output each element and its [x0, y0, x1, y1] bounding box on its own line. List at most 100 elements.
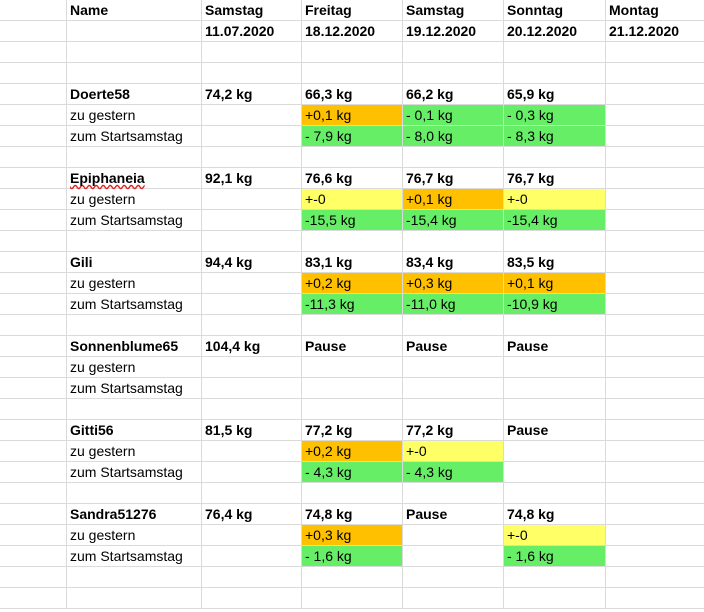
cell[interactable]: [202, 231, 302, 251]
change-start-value[interactable]: [606, 210, 704, 230]
cell[interactable]: [0, 84, 67, 104]
start-weight[interactable]: 92,1 kg: [202, 168, 302, 188]
change-yesterday-value[interactable]: [606, 189, 704, 209]
cell[interactable]: [202, 273, 302, 293]
cell[interactable]: [403, 567, 504, 587]
cell[interactable]: [302, 147, 403, 167]
row-label-yesterday[interactable]: zu gestern: [67, 525, 202, 545]
weight-value[interactable]: 66,2 kg: [403, 84, 504, 104]
cell[interactable]: [0, 420, 67, 440]
change-start-value[interactable]: -15,4 kg: [504, 210, 606, 230]
start-weight[interactable]: 104,4 kg: [202, 336, 302, 356]
cell[interactable]: [67, 231, 202, 251]
change-yesterday-value[interactable]: - 0,3 kg: [504, 105, 606, 125]
row-label-start[interactable]: zum Startsamstag: [67, 378, 202, 398]
weight-value[interactable]: Pause: [403, 336, 504, 356]
change-yesterday-value[interactable]: +0,3 kg: [403, 273, 504, 293]
cell[interactable]: [67, 483, 202, 503]
column-header-day[interactable]: Sonntag: [504, 0, 606, 20]
cell[interactable]: [403, 588, 504, 608]
cell[interactable]: [202, 588, 302, 608]
cell[interactable]: [0, 0, 67, 20]
cell[interactable]: [0, 63, 67, 83]
cell[interactable]: [67, 588, 202, 608]
cell[interactable]: [0, 588, 67, 608]
change-yesterday-value[interactable]: +-0: [504, 525, 606, 545]
cell[interactable]: [202, 105, 302, 125]
cell[interactable]: [0, 504, 67, 524]
row-label-start[interactable]: zum Startsamstag: [67, 126, 202, 146]
cell[interactable]: [202, 189, 302, 209]
column-header-date[interactable]: 21.12.2020: [609, 23, 680, 39]
cell[interactable]: [202, 462, 302, 482]
cell[interactable]: [202, 147, 302, 167]
column-header-date[interactable]: 18.12.2020: [302, 21, 403, 41]
cell[interactable]: [202, 483, 302, 503]
cell[interactable]: [202, 294, 302, 314]
change-start-value[interactable]: - 1,6 kg: [504, 546, 606, 566]
weight-value[interactable]: [606, 504, 704, 524]
row-label-start[interactable]: zum Startsamstag: [67, 210, 202, 230]
cell[interactable]: [606, 147, 704, 167]
cell[interactable]: [0, 168, 67, 188]
weight-value[interactable]: 74,8 kg: [302, 504, 403, 524]
cell[interactable]: [504, 63, 606, 83]
column-header-day[interactable]: Freitag: [302, 0, 403, 20]
column-header-name[interactable]: Name: [67, 0, 202, 20]
column-header-date[interactable]: 20.12.2020: [504, 21, 606, 41]
cell[interactable]: [0, 210, 67, 230]
cell[interactable]: [606, 567, 704, 587]
cell[interactable]: [0, 189, 67, 209]
cell[interactable]: [504, 483, 606, 503]
cell[interactable]: [606, 42, 704, 62]
cell[interactable]: [0, 231, 67, 251]
column-header-day[interactable]: Samstag: [202, 0, 302, 20]
weight-value[interactable]: 76,7 kg: [403, 168, 504, 188]
change-yesterday-value[interactable]: +0,1 kg: [302, 105, 403, 125]
change-start-value[interactable]: -11,0 kg: [403, 294, 504, 314]
cell[interactable]: [0, 357, 67, 377]
change-start-value[interactable]: - 1,6 kg: [302, 546, 403, 566]
change-start-value[interactable]: - 7,9 kg: [302, 126, 403, 146]
change-yesterday-value[interactable]: - 0,1 kg: [403, 105, 504, 125]
cell[interactable]: [0, 294, 67, 314]
cell[interactable]: [606, 399, 704, 419]
participant-name[interactable]: Gitti56: [67, 420, 202, 440]
cell[interactable]: [0, 42, 67, 62]
cell[interactable]: [504, 42, 606, 62]
start-weight[interactable]: 74,2 kg: [202, 84, 302, 104]
cell[interactable]: [504, 315, 606, 335]
cell[interactable]: [403, 147, 504, 167]
cell[interactable]: [202, 441, 302, 461]
change-start-value[interactable]: [606, 462, 704, 482]
cell[interactable]: [403, 483, 504, 503]
cell[interactable]: [606, 231, 704, 251]
change-yesterday-value[interactable]: +-0: [504, 189, 606, 209]
weight-value[interactable]: 77,2 kg: [403, 420, 504, 440]
change-start-value[interactable]: - 8,0 kg: [403, 126, 504, 146]
change-yesterday-value[interactable]: +-0: [403, 441, 504, 461]
weight-value[interactable]: [606, 336, 704, 356]
participant-name[interactable]: Sonnenblume65: [67, 336, 202, 356]
weight-value[interactable]: Pause: [504, 420, 606, 440]
cell[interactable]: [67, 63, 202, 83]
row-label-start[interactable]: zum Startsamstag: [67, 294, 202, 314]
cell[interactable]: [403, 315, 504, 335]
cell[interactable]: [67, 567, 202, 587]
participant-name[interactable]: Sandra51276: [67, 504, 202, 524]
change-yesterday-value[interactable]: [606, 357, 704, 377]
row-label-yesterday[interactable]: zu gestern: [67, 105, 202, 125]
row-label-yesterday[interactable]: zu gestern: [67, 273, 202, 293]
weight-value[interactable]: 76,6 kg: [302, 168, 403, 188]
cell[interactable]: [0, 126, 67, 146]
cell[interactable]: [504, 147, 606, 167]
change-yesterday-value[interactable]: [606, 105, 704, 125]
change-start-value[interactable]: [606, 378, 704, 398]
start-weight[interactable]: 81,5 kg: [202, 420, 302, 440]
weight-value[interactable]: [606, 84, 704, 104]
change-yesterday-value[interactable]: [302, 357, 403, 377]
cell[interactable]: [606, 588, 704, 608]
weight-value[interactable]: Pause: [504, 336, 606, 356]
row-label-start[interactable]: zum Startsamstag: [67, 462, 202, 482]
cell[interactable]: [0, 546, 67, 566]
